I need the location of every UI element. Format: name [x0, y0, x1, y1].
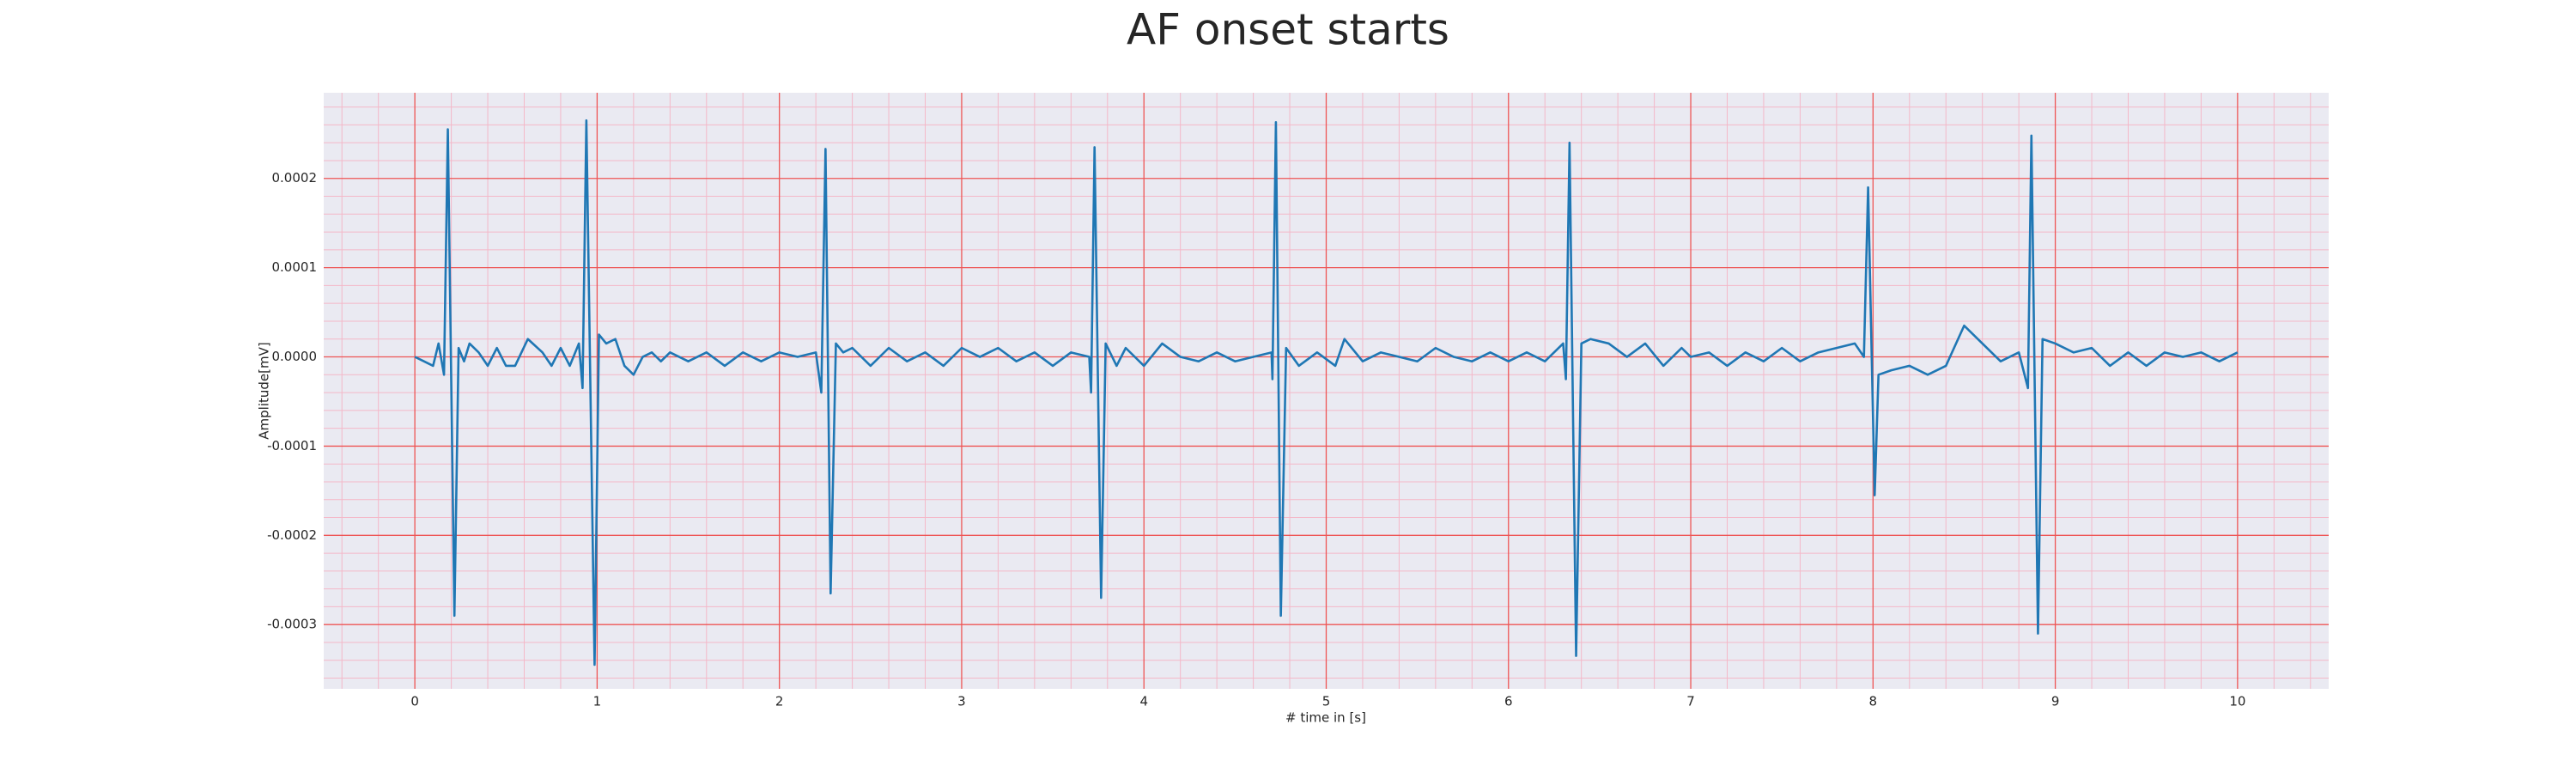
label-layer: 0 1 2 3 4 5 6 7 8 9 10 -0.0003 -0.0002 -0.0001 0.0000 0…	[267, 170, 2245, 709]
y-axis-label: Amplitude[mV]	[257, 342, 272, 439]
x-tick-label: 9	[2051, 694, 2060, 709]
x-tick-label: 3	[957, 694, 966, 709]
x-tick-label: 5	[1322, 694, 1331, 709]
chart-title: AF onset starts	[1127, 5, 1449, 55]
y-tick-label: -0.0002	[267, 527, 317, 543]
x-tick-label: 4	[1139, 694, 1148, 709]
y-tick-label: 0.0000	[272, 349, 318, 364]
x-tick-label: 0	[410, 694, 419, 709]
y-tick-label: -0.0001	[267, 438, 317, 453]
x-axis-label: # time in [s]	[1285, 710, 1366, 726]
x-tick-label: 8	[1869, 694, 1878, 709]
x-tick-label: 7	[1686, 694, 1695, 709]
series-layer	[414, 119, 2239, 666]
ecg-line	[414, 119, 2239, 666]
y-tick-label: 0.0002	[272, 170, 318, 186]
y-tick-label: 0.0001	[272, 259, 318, 275]
x-tick-label: 2	[775, 694, 784, 709]
x-tick-label: 1	[593, 694, 602, 709]
x-tick-label: 6	[1504, 694, 1513, 709]
y-tick-label: -0.0003	[267, 617, 317, 632]
x-tick-label: 10	[2229, 694, 2245, 709]
grid	[324, 93, 2329, 689]
